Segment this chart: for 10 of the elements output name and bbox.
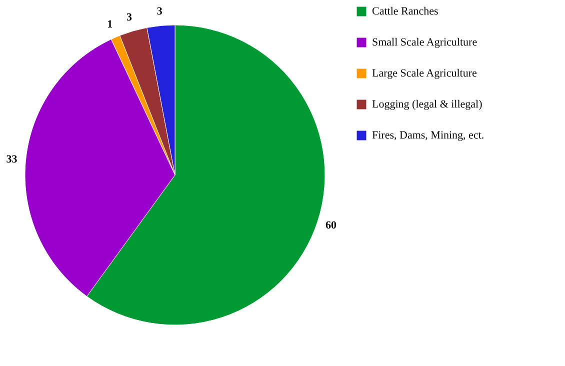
data-label: 33 — [6, 154, 18, 166]
data-label: 1 — [107, 18, 113, 30]
legend-label: Logging (legal & illegal) — [372, 98, 483, 110]
legend-label: Small Scale Agriculture — [372, 36, 478, 48]
legend-label: Fires, Dams, Mining, ect. — [372, 130, 484, 142]
legend-label: Cattle Ranches — [372, 6, 438, 18]
data-label: 3 — [126, 12, 132, 24]
legend-label: Large Scale Agriculture — [372, 68, 477, 80]
data-label: 60 — [325, 220, 337, 232]
data-label: 3 — [156, 6, 163, 18]
